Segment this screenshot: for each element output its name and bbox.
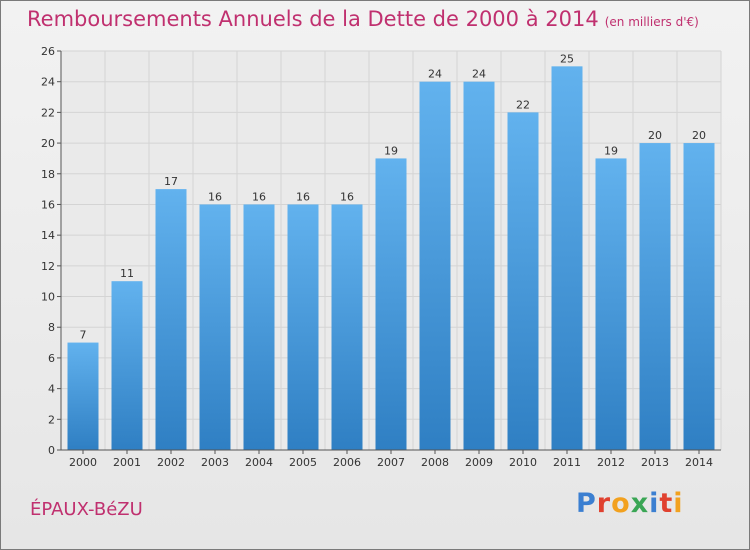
bar bbox=[683, 143, 715, 451]
logo-letter: r bbox=[596, 488, 612, 519]
data-label: 25 bbox=[560, 52, 574, 65]
data-label: 19 bbox=[604, 144, 618, 157]
bar bbox=[67, 342, 99, 450]
logo-letter: x bbox=[630, 488, 650, 519]
data-label: 20 bbox=[648, 129, 662, 142]
bar bbox=[463, 81, 495, 450]
data-label: 20 bbox=[692, 129, 706, 142]
axis-layer: 0246810121416182022242672000112001172002… bbox=[41, 45, 721, 469]
y-tick-label: 10 bbox=[41, 291, 55, 304]
data-label: 24 bbox=[428, 68, 442, 81]
bar bbox=[507, 112, 539, 450]
y-tick-label: 26 bbox=[41, 45, 55, 58]
bar bbox=[331, 204, 363, 450]
y-tick-label: 2 bbox=[48, 413, 55, 426]
bars-layer bbox=[67, 66, 715, 451]
y-tick-label: 24 bbox=[41, 76, 55, 89]
y-tick-label: 6 bbox=[48, 352, 55, 365]
y-tick-label: 16 bbox=[41, 198, 55, 211]
y-tick-label: 18 bbox=[41, 168, 55, 181]
bar bbox=[551, 66, 583, 450]
data-label: 7 bbox=[80, 329, 87, 342]
x-tick-label: 2009 bbox=[465, 456, 493, 469]
bar bbox=[111, 281, 143, 450]
y-tick-label: 20 bbox=[41, 137, 55, 150]
data-label: 16 bbox=[296, 190, 310, 203]
bar bbox=[419, 81, 451, 450]
x-tick-label: 2012 bbox=[597, 456, 625, 469]
logo-letter: P bbox=[576, 488, 597, 519]
y-tick-label: 14 bbox=[41, 229, 55, 242]
data-label: 16 bbox=[252, 190, 266, 203]
chart-subtitle: (en milliers d'€) bbox=[604, 15, 699, 29]
bar bbox=[199, 204, 231, 450]
data-label: 16 bbox=[340, 190, 354, 203]
x-tick-label: 2010 bbox=[509, 456, 537, 469]
data-label: 17 bbox=[164, 175, 178, 188]
chart-title: Remboursements Annuels de la Dette de 20… bbox=[27, 7, 699, 31]
bar bbox=[639, 143, 671, 451]
x-tick-label: 2011 bbox=[553, 456, 581, 469]
data-label: 16 bbox=[208, 190, 222, 203]
x-tick-label: 2002 bbox=[157, 456, 185, 469]
x-tick-label: 2008 bbox=[421, 456, 449, 469]
logo-letter: i bbox=[673, 488, 684, 519]
bar bbox=[243, 204, 275, 450]
x-tick-label: 2006 bbox=[333, 456, 361, 469]
logo-letter: t bbox=[659, 488, 674, 519]
bar bbox=[155, 189, 187, 450]
y-tick-label: 8 bbox=[48, 321, 55, 334]
logo-letter: o bbox=[611, 488, 631, 519]
x-tick-label: 2001 bbox=[113, 456, 141, 469]
data-label: 19 bbox=[384, 144, 398, 157]
x-tick-label: 2004 bbox=[245, 456, 273, 469]
x-tick-label: 2005 bbox=[289, 456, 317, 469]
x-tick-label: 2013 bbox=[641, 456, 669, 469]
y-tick-label: 4 bbox=[48, 383, 55, 396]
chart-title-text: Remboursements Annuels de la Dette de 20… bbox=[27, 7, 599, 31]
data-label: 22 bbox=[516, 98, 530, 111]
bar bbox=[595, 158, 627, 450]
x-tick-label: 2014 bbox=[685, 456, 713, 469]
y-tick-label: 22 bbox=[41, 106, 55, 119]
bar bbox=[287, 204, 319, 450]
town-name: ÉPAUX-BéZU bbox=[30, 499, 143, 520]
y-tick-label: 0 bbox=[48, 444, 55, 457]
data-label: 24 bbox=[472, 68, 486, 81]
x-tick-label: 2003 bbox=[201, 456, 229, 469]
bar bbox=[375, 158, 407, 450]
data-label: 11 bbox=[120, 267, 134, 280]
y-tick-label: 12 bbox=[41, 260, 55, 273]
x-tick-label: 2000 bbox=[69, 456, 97, 469]
proxiti-logo: Proxiti bbox=[576, 488, 684, 519]
logo-letter: i bbox=[649, 488, 660, 519]
x-tick-label: 2007 bbox=[377, 456, 405, 469]
